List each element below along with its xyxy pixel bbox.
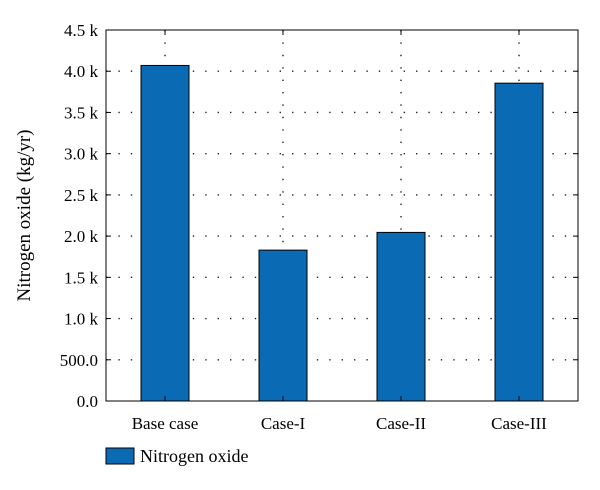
x-axis-ticks: Base case Case-I Case-II Case-III — [132, 30, 547, 433]
x-tick-label: Case-III — [491, 414, 547, 433]
y-tick-label: 3.0 k — [64, 145, 99, 164]
y-tick-label: 500.0 — [60, 351, 98, 370]
y-tick-label: 4.0 k — [64, 62, 99, 81]
legend: Nitrogen oxide — [105, 446, 248, 466]
y-tick-label: 2.5 k — [64, 186, 99, 205]
bar-case-i — [258, 249, 308, 402]
y-tick-label: 3.5 k — [64, 103, 99, 122]
x-tick-label: Base case — [132, 414, 199, 433]
y-tick-label: 1.0 k — [64, 310, 99, 329]
y-tick-label: 4.5 k — [64, 21, 99, 40]
gridlines — [106, 30, 578, 401]
y-tick-label: 2.0 k — [64, 227, 99, 246]
plot-frame — [105, 29, 579, 402]
x-tick-label: Case-I — [261, 414, 306, 433]
bar-case-iii — [494, 82, 544, 402]
y-tick-label: 0.0 — [77, 392, 98, 411]
y-tick-label: 1.5 k — [64, 268, 99, 287]
legend-label: Nitrogen oxide — [140, 446, 248, 466]
x-tick-label: Case-II — [376, 414, 426, 433]
y-axis-title: Nitrogen oxide (kg/yr) — [14, 129, 35, 301]
bar-base-case — [140, 64, 190, 402]
legend-swatch — [105, 447, 135, 465]
y-axis-ticks: 0.0 500.0 1.0 k 1.5 k 2.0 k 2.5 k 3.0 k 3.5 k 4.… — [60, 21, 578, 411]
bar-case-ii — [376, 231, 426, 402]
bars — [140, 64, 544, 402]
